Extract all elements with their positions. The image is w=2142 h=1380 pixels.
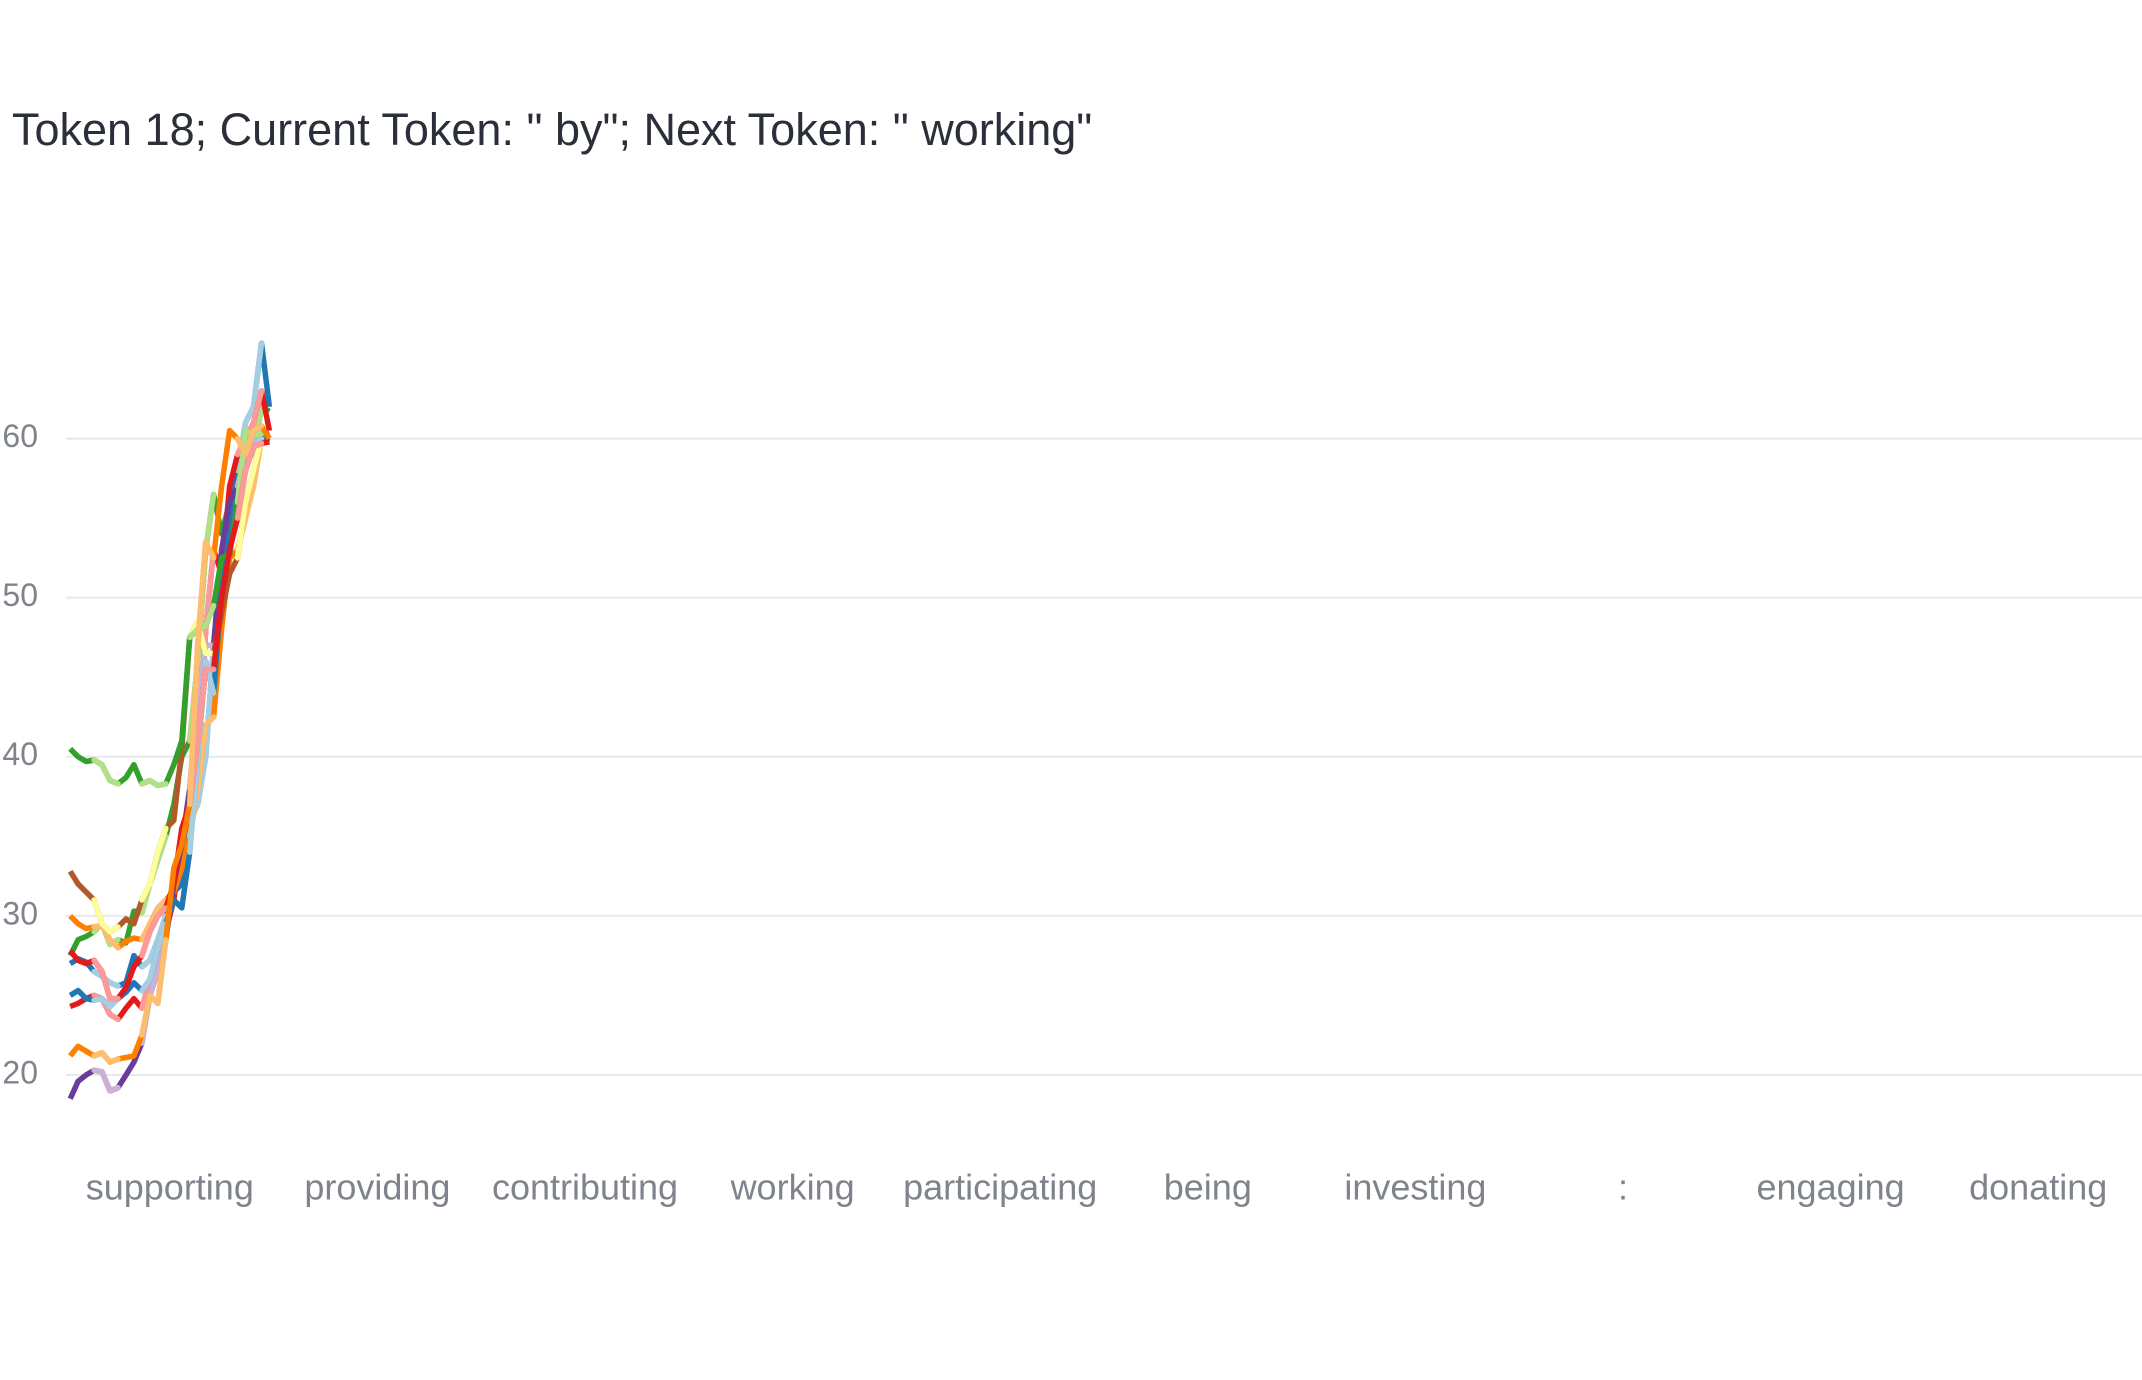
line-highlight: [155, 825, 169, 855]
line-highlight: [242, 467, 257, 505]
line-highlight: [250, 388, 265, 426]
line-highlight: [107, 1011, 121, 1023]
line-highlight: [155, 905, 169, 919]
line-highlight: [139, 881, 153, 903]
line-highlight: [107, 1056, 121, 1065]
line-highlight: [194, 666, 209, 744]
line-highlight: [250, 340, 265, 410]
line-highlight: [107, 1084, 121, 1094]
line-highlight: [234, 467, 249, 521]
x-tick-label: engaging: [1757, 1167, 1905, 1208]
line-highlight: [139, 929, 153, 959]
x-tick-label: supporting: [86, 1167, 254, 1208]
x-tick-label: participating: [903, 1167, 1097, 1208]
y-tick-label: 20: [2, 1054, 38, 1090]
x-tick-label: working: [730, 1167, 855, 1208]
line-highlight: [202, 714, 217, 728]
line-highlight: [250, 423, 265, 434]
line-highlight: [202, 602, 217, 630]
line-highlight: [242, 427, 257, 458]
line-highlight: [147, 913, 161, 935]
y-tick-label: 60: [2, 418, 38, 454]
line-highlight: [234, 427, 249, 505]
line-highlight: [139, 992, 153, 1038]
line-highlight: [147, 849, 161, 887]
line-highlight: [99, 1069, 113, 1094]
y-tick-label: 40: [2, 736, 38, 772]
line-highlight: [155, 781, 169, 789]
line-highlight: [107, 936, 121, 951]
x-tick-label: :: [1618, 1167, 1628, 1208]
line-highlight: [139, 921, 153, 943]
x-tick-label: providing: [304, 1167, 450, 1208]
line-highlight: [234, 499, 249, 561]
line-highlight: [194, 722, 209, 792]
x-tick-label: investing: [1344, 1167, 1486, 1208]
x-tick-label: being: [1164, 1167, 1252, 1208]
y-tick-label: 50: [2, 577, 38, 613]
line-highlight: [186, 642, 201, 808]
line-highlight: [147, 968, 161, 999]
line-highlight: [107, 979, 121, 989]
y-tick-label: 30: [2, 895, 38, 931]
x-tick-label: contributing: [492, 1167, 678, 1208]
line-highlight: [107, 777, 121, 787]
line-highlight: [155, 936, 169, 1007]
line-highlight: [242, 483, 257, 521]
x-tick-label: donating: [1969, 1167, 2107, 1208]
line-highlight: [242, 443, 257, 474]
line-highlight: [99, 968, 113, 1002]
line-highlight: [147, 905, 161, 927]
line-highlight: [91, 897, 105, 927]
line-highlight: [99, 761, 113, 784]
line-highlight: [155, 897, 169, 911]
line-highlight: [242, 404, 257, 426]
line-highlight: [250, 440, 265, 450]
line-highlight: [107, 924, 121, 935]
line-highlight: [194, 539, 209, 649]
chart-title: Token 18; Current Token: " by"; Next Tok…: [12, 104, 1092, 155]
line-highlight: [147, 944, 161, 983]
line-highlight: [202, 539, 217, 561]
